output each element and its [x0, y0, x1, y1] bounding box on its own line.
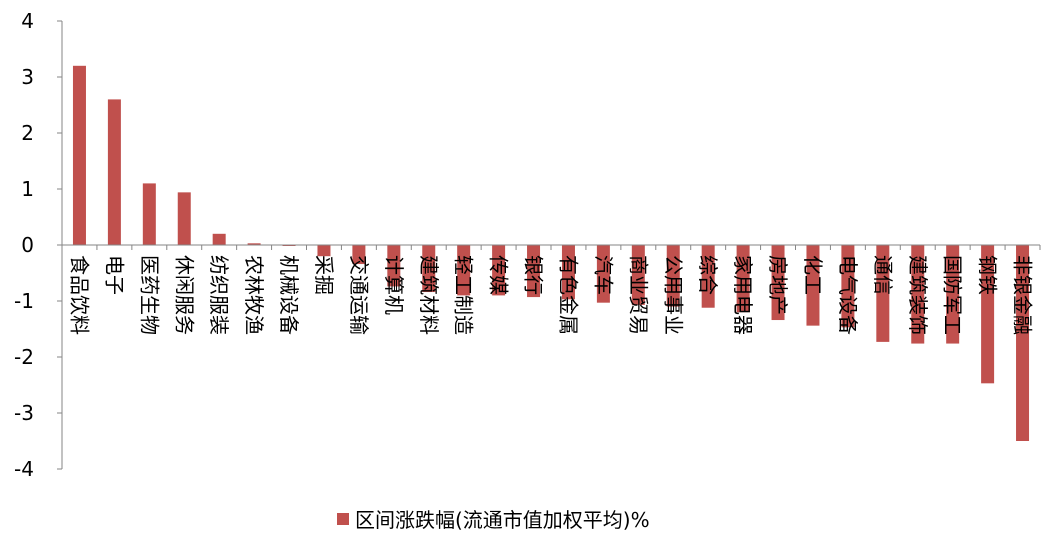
category-label: 综合 [696, 255, 720, 295]
category-label: 交通运输 [347, 255, 371, 335]
bar-24 [876, 245, 890, 342]
bar-2 [107, 99, 121, 246]
category-label: 计算机 [382, 255, 406, 315]
bar-1 [72, 65, 86, 245]
bar-10 [387, 245, 401, 287]
bar-6 [247, 243, 261, 245]
bar-25 [911, 245, 925, 344]
bar-11 [422, 245, 436, 293]
legend: 区间涨跌幅(流通市值加权平均)% [337, 508, 650, 532]
y-tick-label: -4 [14, 457, 34, 481]
bar-28 [1016, 245, 1030, 441]
legend-swatch [337, 513, 349, 525]
bar-9 [352, 245, 366, 265]
y-tick-label: 0 [21, 233, 34, 257]
category-label: 非银金融 [1011, 255, 1035, 335]
category-label: 电子 [102, 255, 126, 295]
category-label: 银行 [522, 255, 546, 295]
y-tick-label: -3 [14, 401, 34, 425]
bar-5 [212, 233, 226, 245]
category-label: 纺织服装 [207, 255, 231, 335]
category-label: 医药生物 [137, 255, 161, 335]
category-label: 机械设备 [277, 255, 301, 335]
category-label: 传媒 [487, 255, 511, 295]
bar-17 [631, 245, 645, 305]
category-label: 建筑装饰 [906, 255, 930, 335]
bar-14 [527, 245, 541, 298]
category-label: 食品饮料 [67, 255, 91, 335]
category-label: 国防军工 [941, 255, 965, 335]
y-tick-label: 2 [21, 121, 34, 145]
category-label: 轻工制造 [452, 255, 476, 335]
bar-12 [457, 245, 471, 296]
category-label: 农林牧渔 [242, 255, 266, 335]
y-tick-label: -2 [14, 345, 34, 369]
bar-19 [701, 245, 715, 308]
y-tick-label: -1 [14, 289, 34, 313]
legend-label: 区间涨跌幅(流通市值加权平均)% [355, 508, 650, 532]
category-label: 家用电器 [731, 255, 755, 335]
category-label: 钢铁 [976, 255, 1000, 295]
bar-13 [492, 245, 506, 296]
bar-15 [561, 245, 575, 300]
category-label: 通信 [871, 255, 895, 295]
y-tick-label: 4 [21, 9, 34, 33]
bar-22 [806, 245, 820, 326]
category-label: 休闲服务 [172, 255, 196, 335]
bar-23 [841, 245, 855, 328]
category-label: 房地产 [766, 255, 790, 315]
bar-20 [736, 245, 750, 313]
category-label: 建筑材料 [417, 255, 441, 335]
y-tick-label: 3 [21, 65, 34, 89]
bar-26 [946, 245, 960, 344]
bar-4 [177, 192, 191, 245]
y-tick-label: 1 [21, 177, 34, 201]
category-label: 电气设备 [836, 255, 860, 335]
bar-21 [771, 245, 785, 321]
category-label: 化工 [801, 255, 825, 295]
bar-8 [317, 245, 331, 257]
bar-27 [981, 245, 995, 384]
category-label: 汽车 [591, 255, 615, 295]
bar-16 [596, 245, 610, 303]
category-label: 采掘 [312, 255, 336, 295]
bar-18 [666, 245, 680, 307]
category-label: 商业贸易 [626, 255, 650, 335]
category-label: 公用事业 [661, 255, 685, 335]
bar-3 [142, 183, 156, 245]
category-label: 有色金属 [556, 255, 580, 335]
